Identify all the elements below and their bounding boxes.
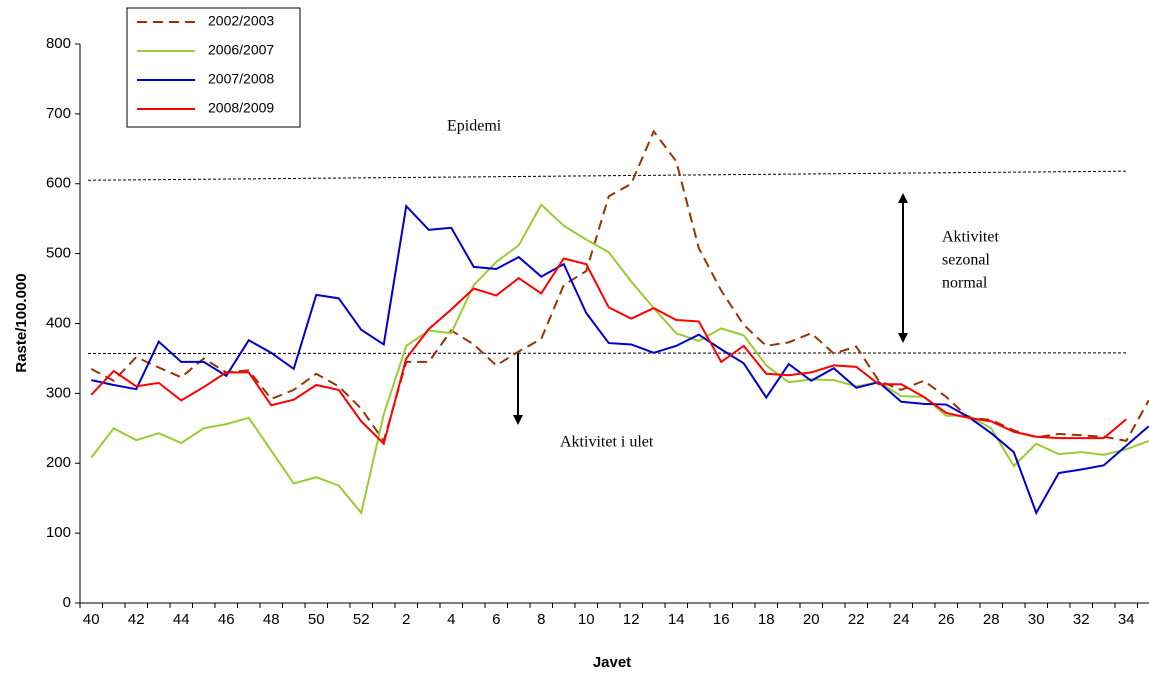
x-tick-label: 20 — [803, 611, 820, 628]
x-tick-label: 26 — [938, 611, 955, 628]
x-tick-label: 4 — [447, 611, 455, 628]
x-tick-label: 28 — [983, 611, 1000, 628]
x-tick-label: 32 — [1073, 611, 1090, 628]
y-tick-label: 700 — [46, 105, 71, 122]
series-line — [90, 129, 1149, 444]
y-tick-label: 300 — [46, 384, 71, 401]
x-tick-label: 24 — [893, 611, 910, 628]
y-axis-label: Raste/100.000 — [13, 273, 30, 372]
x-tick-label: 16 — [713, 611, 730, 628]
x-tick-label: 40 — [83, 611, 100, 628]
x-tick-label: 50 — [308, 611, 325, 628]
x-tick-label: 12 — [623, 611, 640, 628]
annotation: Epidemi — [447, 118, 502, 135]
series-line — [90, 203, 1149, 516]
reference-line — [87, 352, 1128, 355]
x-tick-label: 46 — [218, 611, 235, 628]
x-tick-label: 22 — [848, 611, 865, 628]
x-axis-label: Javet — [593, 654, 631, 671]
annotation: sezonal — [942, 252, 991, 269]
x-tick-label: 18 — [758, 611, 775, 628]
x-tick-label: 48 — [263, 611, 280, 628]
x-tick-label: 14 — [668, 611, 685, 628]
legend-label: 2002/2003 — [208, 13, 274, 29]
x-tick-label: 2 — [402, 611, 410, 628]
series-line — [90, 257, 1127, 446]
x-tick-label: 52 — [353, 611, 370, 628]
x-tick-label: 42 — [128, 611, 145, 628]
reference-line — [87, 170, 1128, 181]
y-tick-label: 200 — [46, 454, 71, 471]
legend-label: 2007/2008 — [208, 71, 274, 87]
annotation: Aktivitet i ulet — [560, 434, 654, 451]
x-tick-label: 34 — [1118, 611, 1135, 628]
annotation: normal — [942, 275, 988, 292]
y-tick-label: 100 — [46, 524, 71, 541]
y-tick-label: 0 — [63, 594, 71, 611]
series-line — [91, 203, 1149, 516]
y-tick-label: 600 — [46, 175, 71, 192]
x-tick-label: 10 — [578, 611, 595, 628]
legend-box — [126, 7, 301, 128]
legend-label: 2008/2009 — [208, 100, 274, 116]
x-tick-label: 8 — [537, 611, 545, 628]
y-tick-label: 800 — [46, 35, 71, 52]
annotation: Aktivitet — [942, 229, 999, 246]
x-tick-label: 30 — [1028, 611, 1045, 628]
x-tick-label: 6 — [492, 611, 500, 628]
y-tick-label: 400 — [46, 314, 71, 331]
y-tick-label: 500 — [46, 245, 71, 262]
x-tick-label: 44 — [173, 611, 190, 628]
legend-label: 2006/2007 — [208, 42, 274, 58]
